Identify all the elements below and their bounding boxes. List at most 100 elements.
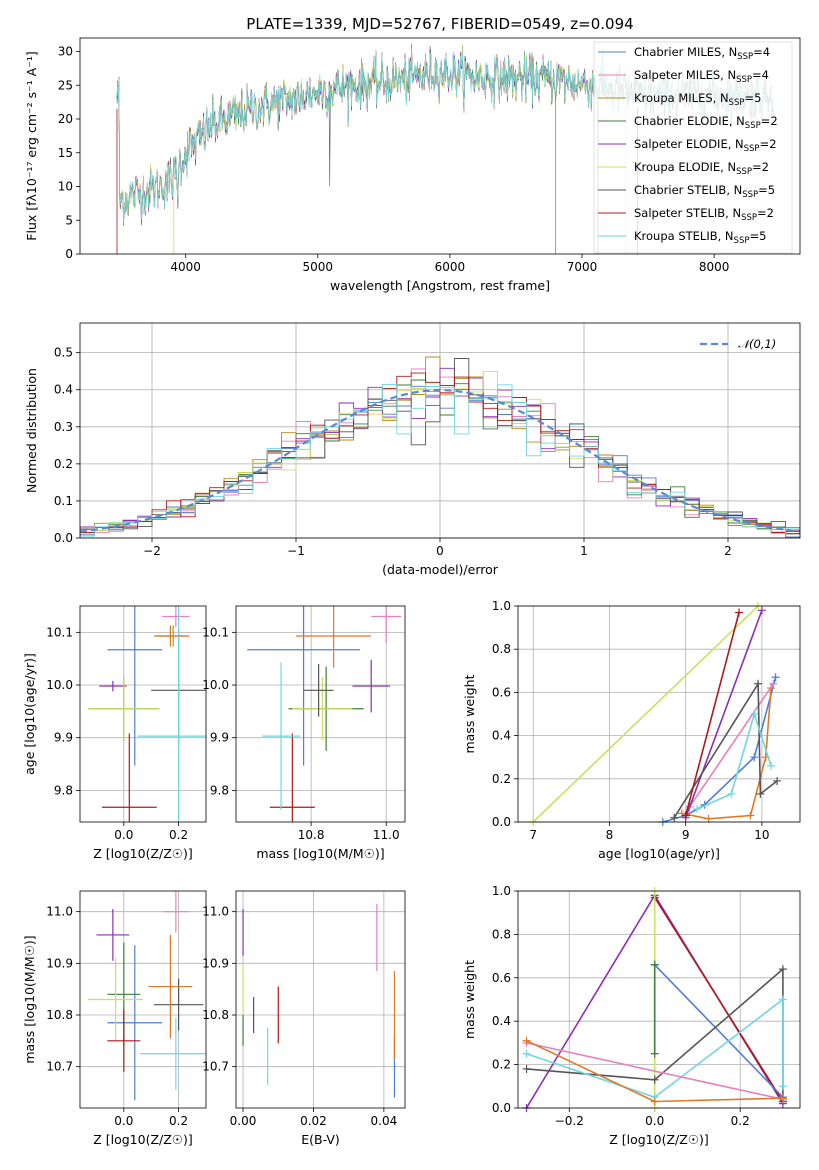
errorbar-salpeter-stelib — [101, 733, 157, 822]
y-tick-label: 0.6 — [492, 971, 511, 985]
y-tick-label: 0 — [65, 247, 73, 261]
series-kroupa-elodie — [529, 602, 763, 826]
series-salpeter-stelib — [681, 608, 744, 820]
y-tick-label: 20 — [58, 112, 73, 126]
spectrum-panel: 4000 5000 6000 7000 8000 0 5 10 15 20 25 30 waveleng… — [24, 15, 801, 293]
histograms — [80, 356, 800, 538]
series-marker — [681, 811, 690, 820]
series-marker — [778, 965, 787, 974]
y-tick-label: 0.4 — [54, 383, 73, 397]
errorbar-chabrier-miles — [107, 606, 163, 766]
axes-frame — [517, 605, 801, 823]
series-marker — [704, 814, 713, 823]
series-lines — [522, 887, 787, 1112]
series-marker — [750, 710, 759, 718]
series-marker — [778, 1082, 787, 1091]
x-axis-label: age [log10(age/yr)] — [598, 846, 720, 861]
mass_vs_Z-panel: 0.0 0.2 10.7 10.8 10.9 11.0 Z [log10(Z/Z☉)] mas… — [22, 890, 207, 1147]
x-tick-label: −2 — [143, 544, 161, 558]
errorbar-kroupa-stelib — [262, 662, 300, 810]
y-axis-label: age [log10(age/yr)] — [22, 653, 37, 775]
series-marker — [756, 789, 765, 798]
x-tick-label: 10 — [754, 828, 769, 842]
errorbar-orange — [148, 934, 193, 1039]
series-marker — [767, 761, 776, 770]
axes-frame — [79, 605, 207, 823]
x-axis-label: Z [log10(Z/Z☉)] — [609, 1132, 709, 1147]
series-marker — [778, 1094, 787, 1103]
errorbar-salpeter-elodie — [352, 659, 390, 713]
legend-entry: Kroupa STELIB, NSSP=5 — [634, 229, 766, 246]
y-tick-label: 11.0 — [202, 905, 229, 919]
axes-frame — [79, 37, 801, 255]
y-tick-label: 9.8 — [54, 783, 73, 797]
series-lines — [529, 602, 782, 826]
legend-entry: Chabrier MILES, NSSP=4 — [634, 45, 770, 62]
y-tick-label: 1.0 — [492, 599, 511, 613]
legend-entry: Chabrier STELIB, NSSP=5 — [634, 183, 775, 200]
series-chabrier-elodie — [650, 960, 659, 1058]
y-tick-label: 0.6 — [492, 685, 511, 699]
series-chabrier-stelib — [670, 679, 782, 822]
y-tick-label: 0.1 — [54, 494, 73, 508]
x-tick-label: 8000 — [699, 260, 730, 274]
x-tick-label: −0.2 — [555, 1114, 584, 1128]
normal-curve — [80, 389, 800, 533]
x-tick-label: −1 — [287, 544, 305, 558]
series-marker — [522, 1064, 531, 1073]
y-tick-label: 10.9 — [202, 956, 229, 970]
errorbar-salpeter-stelib — [269, 733, 315, 822]
series-marker — [727, 789, 736, 798]
series-salpeter-stelib — [650, 893, 787, 1106]
errorbar-salpeter-miles — [162, 606, 190, 628]
legend-entry: Chabrier ELODIE, NSSP=2 — [634, 114, 778, 131]
series-kroupa-stelib — [693, 710, 776, 814]
y-tick-label: 0.2 — [492, 1058, 511, 1072]
age_vs_mass-panel: 10.8 11.0 9.8 9.9 10.0 10.1 mass [log10(M/M☉)] — [202, 605, 406, 861]
errorbar-chabrier-miles — [107, 945, 163, 1101]
series-marker — [773, 776, 782, 785]
series-marker — [769, 679, 778, 688]
errorbar-salpeter-elodie — [99, 680, 127, 692]
x-tick-label: 0.0 — [645, 1114, 664, 1128]
y-tick-label: 10.7 — [46, 1060, 73, 1074]
x-tick-label: 11.0 — [373, 828, 400, 842]
x-tick-label: 1 — [580, 544, 588, 558]
series-line — [526, 1042, 784, 1101]
x-tick-label: 0.2 — [169, 1114, 188, 1128]
series-marker — [522, 1049, 531, 1058]
series-marker — [754, 679, 763, 688]
series-marker — [693, 805, 702, 814]
error-bars — [88, 891, 206, 1101]
legend-entry: Salpeter MILES, NSSP=4 — [634, 68, 769, 85]
y-tick-label: 10.7 — [202, 1060, 229, 1074]
legend-entry-normal: 𝒩(0,1) — [738, 337, 776, 351]
legend-entry: Salpeter ELODIE, NSSP=2 — [634, 137, 777, 154]
spectrum-legend: Chabrier MILES, NSSP=4 Salpeter MILES, NS… — [593, 41, 793, 254]
error-bars — [88, 606, 206, 822]
series-marker — [670, 813, 679, 822]
x-axis-label: wavelength [Angstrom, rest frame] — [330, 278, 550, 293]
y-axis-label: Normed distribution — [24, 368, 39, 493]
x-tick-label: 10.8 — [298, 828, 325, 842]
axes-frame — [517, 890, 801, 1109]
series-marker — [650, 1075, 659, 1084]
x-tick-label: 9 — [682, 828, 690, 842]
y-tick-label: 9.8 — [210, 783, 229, 797]
y-tick-label: 25 — [58, 78, 73, 92]
error-bars — [247, 606, 402, 822]
errorbar-salpeter-elodie — [96, 909, 130, 961]
x-tick-label: 0 — [436, 544, 444, 558]
axes-frame — [79, 322, 801, 539]
y-tick-label: 0.0 — [492, 815, 511, 829]
y-tick-label: 10.1 — [202, 625, 229, 639]
y-tick-label: 0.0 — [54, 531, 73, 545]
errorbar-chabrier-stelib — [153, 978, 204, 1031]
y-tick-label: 9.9 — [54, 731, 73, 745]
series-marker — [650, 1049, 659, 1058]
x-tick-label: 6000 — [435, 260, 466, 274]
series-line — [526, 997, 784, 1099]
series-marker — [771, 673, 780, 682]
histogram-kroupa-stelib — [80, 383, 800, 538]
